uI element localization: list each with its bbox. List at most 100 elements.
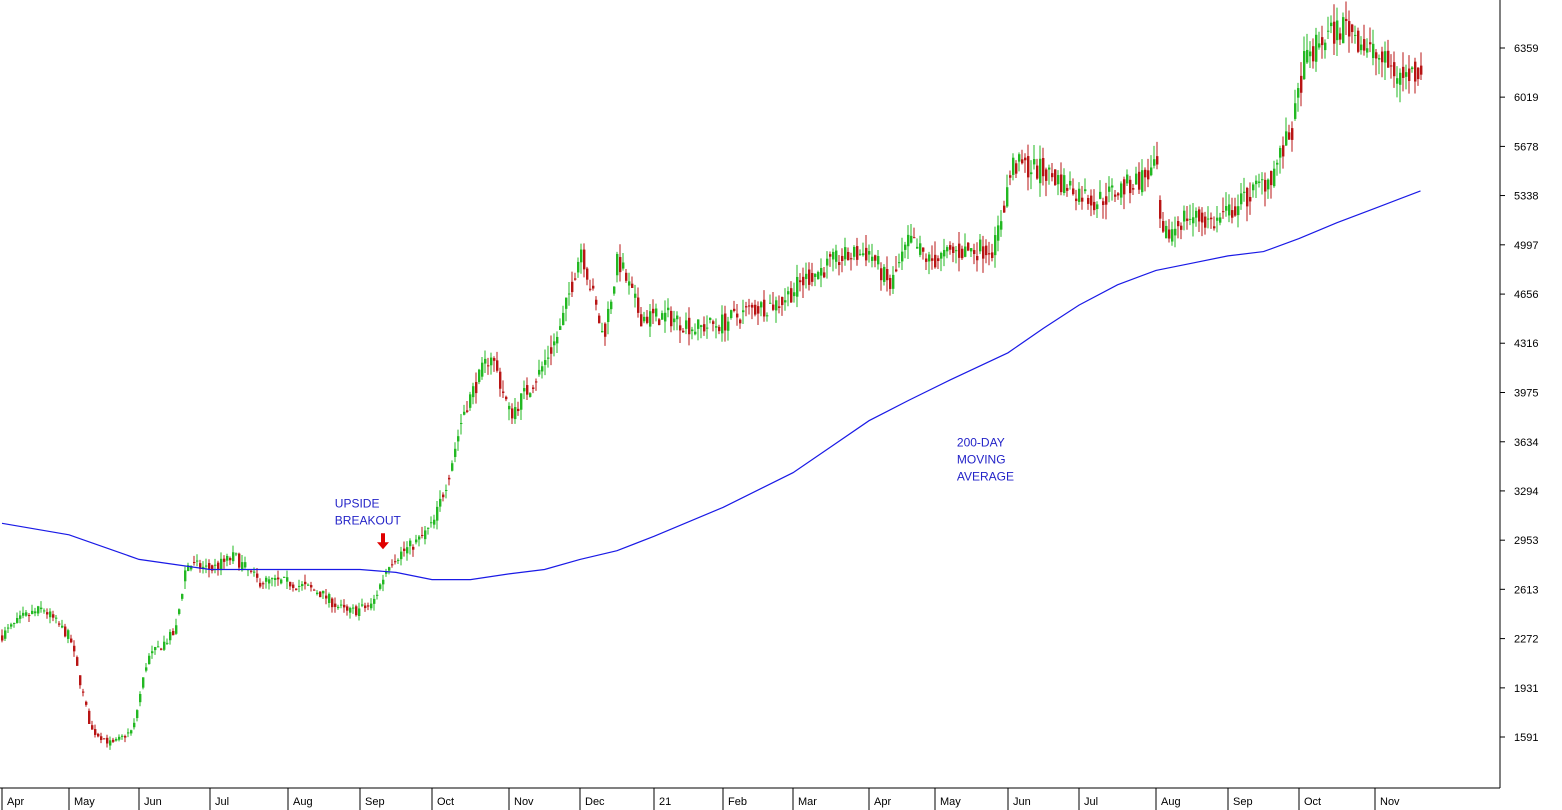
candle-body	[844, 247, 847, 260]
candle-body	[817, 272, 820, 280]
candle-body	[1327, 30, 1330, 32]
candle	[199, 559, 202, 573]
candle-body	[1027, 156, 1030, 178]
candle-body	[1081, 197, 1084, 202]
candle	[781, 296, 784, 316]
candle-body	[661, 313, 664, 320]
candle-body	[931, 258, 934, 261]
candle-body	[346, 606, 349, 611]
candle-body	[1297, 88, 1300, 98]
candle	[76, 655, 79, 666]
x-tick-label: Oct	[437, 796, 454, 808]
candle-body	[187, 565, 190, 572]
candle-body	[130, 730, 133, 734]
candle-body	[1360, 44, 1363, 51]
candle	[64, 623, 67, 638]
candle-body	[184, 570, 187, 582]
candle-body	[688, 317, 691, 335]
candle	[268, 576, 271, 590]
candle-body	[487, 365, 490, 367]
candle	[217, 560, 220, 576]
candle	[259, 578, 262, 589]
candle-body	[1198, 209, 1201, 222]
candle	[70, 634, 73, 644]
candle-body	[1084, 189, 1087, 192]
candle	[1180, 222, 1183, 240]
candle	[994, 226, 997, 268]
candle	[1126, 169, 1129, 186]
candle-body	[679, 325, 682, 331]
candle-body	[841, 255, 844, 262]
candle-body	[820, 268, 823, 276]
candle	[1204, 211, 1207, 235]
annotation-label: UPSIDE BREAKOUT	[335, 496, 402, 527]
candle-body	[136, 710, 139, 719]
candle-body	[1315, 34, 1318, 62]
candle	[727, 316, 730, 341]
candle	[1318, 31, 1321, 50]
candle-body	[712, 321, 715, 324]
candle-body	[334, 603, 337, 607]
candle-body	[4, 630, 7, 639]
x-tick-label: May	[74, 796, 95, 808]
candle	[853, 245, 856, 261]
candle-body	[904, 244, 907, 250]
candle	[832, 248, 835, 272]
candle-body	[601, 330, 604, 333]
candle	[904, 241, 907, 259]
candle-body	[1063, 175, 1066, 193]
y-tick-label: 6359	[1514, 43, 1538, 55]
candle	[1351, 23, 1354, 44]
candle-body	[940, 252, 943, 259]
candle	[1162, 212, 1165, 234]
candle	[1198, 206, 1201, 232]
x-tick-label: Apr	[874, 796, 891, 808]
candle-body	[754, 304, 757, 315]
candle	[643, 311, 646, 324]
candle	[109, 736, 112, 750]
candle-body	[1111, 185, 1114, 188]
x-tick-label: Mar	[798, 796, 817, 808]
candle	[469, 391, 472, 411]
candle	[559, 318, 562, 331]
candle-body	[190, 565, 193, 570]
candle	[940, 251, 943, 272]
candle-body	[517, 408, 520, 412]
candle	[325, 588, 328, 605]
candle	[472, 382, 475, 405]
candle-body	[670, 310, 673, 327]
candle-body	[544, 360, 547, 365]
candle	[310, 581, 313, 592]
candle	[1234, 197, 1237, 217]
candle-body	[1207, 218, 1210, 220]
candle-body	[892, 274, 895, 289]
candle-body	[922, 247, 925, 252]
x-tick-label: Jun	[1013, 796, 1031, 808]
candle-body	[220, 558, 223, 571]
candle	[298, 579, 301, 593]
candle	[892, 266, 895, 295]
candle	[538, 359, 541, 377]
candle	[1240, 183, 1243, 210]
candle	[1246, 186, 1249, 222]
candle-body	[607, 308, 610, 323]
candle-body	[763, 299, 766, 317]
candle	[202, 561, 205, 574]
candle-body	[811, 273, 814, 282]
candle	[1045, 167, 1048, 197]
candle	[1084, 178, 1087, 194]
candle	[961, 245, 964, 260]
candle-body	[271, 578, 274, 580]
candle	[226, 553, 229, 567]
candle-body	[1156, 156, 1159, 165]
candle-body	[154, 647, 157, 651]
candle	[34, 607, 37, 617]
candle-body	[160, 648, 163, 650]
candle-body	[163, 641, 166, 650]
candle-body	[328, 594, 331, 603]
candle-body	[1033, 159, 1036, 165]
candle-body	[1231, 210, 1234, 218]
candle-body	[985, 245, 988, 256]
candle-body	[1108, 186, 1111, 192]
candle	[13, 622, 16, 628]
